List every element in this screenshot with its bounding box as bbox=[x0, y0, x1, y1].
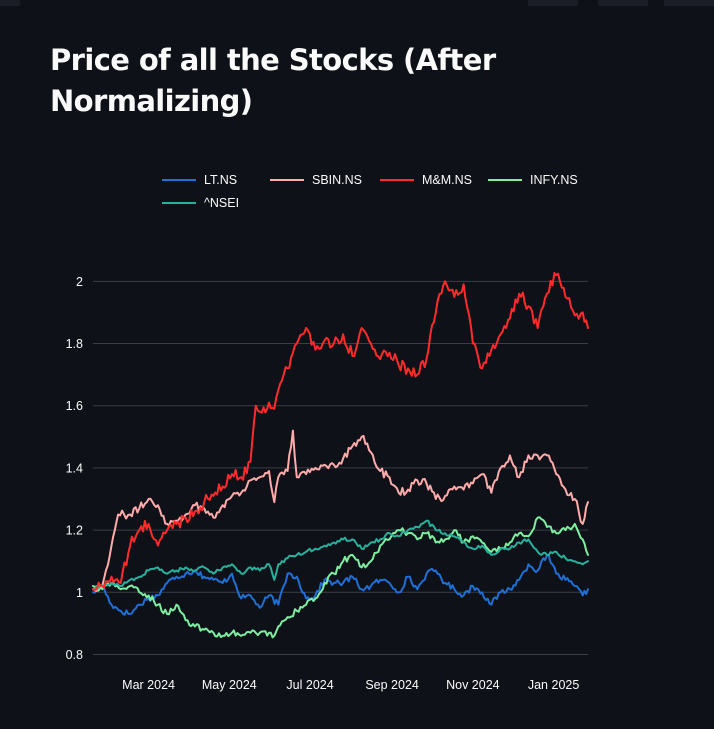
y-axis: 0.8 1 1.2 1.4 1.6 1.8 2 bbox=[66, 275, 83, 662]
legend-swatch-infy-ns bbox=[488, 179, 522, 181]
y-tick-label: 2 bbox=[76, 275, 83, 289]
legend-item-lt-ns[interactable]: LT.NS bbox=[162, 170, 237, 190]
x-tick-label: Sep 2024 bbox=[365, 678, 419, 692]
legend-swatch-sbin-ns bbox=[270, 179, 304, 181]
y-tick-label: 0.8 bbox=[66, 648, 83, 662]
legend-item-infy-ns[interactable]: INFY.NS bbox=[488, 170, 578, 190]
top-toolbar-strip bbox=[0, 0, 714, 6]
y-tick-label: 1.2 bbox=[66, 524, 83, 538]
series-line-infy-ns[interactable] bbox=[92, 516, 589, 639]
y-tick-label: 1 bbox=[76, 586, 83, 600]
toolbar-segment bbox=[664, 0, 714, 6]
toolbar-segment bbox=[0, 0, 20, 6]
legend-label-sbin-ns: SBIN.NS bbox=[312, 173, 363, 187]
x-tick-label: Nov 2024 bbox=[446, 678, 500, 692]
legend-item-sbin-ns[interactable]: SBIN.NS bbox=[270, 170, 362, 190]
legend-swatch-lt-ns bbox=[162, 179, 196, 181]
legend-swatch-nsei bbox=[162, 202, 196, 204]
legend-item-mm-ns[interactable]: M&M.NS bbox=[380, 170, 472, 190]
y-tick-label: 1.6 bbox=[66, 399, 83, 413]
y-tick-label: 1.8 bbox=[66, 337, 83, 351]
x-axis: Mar 2024 May 2024 Jul 2024 Sep 2024 Nov 2024… bbox=[122, 678, 579, 692]
legend-label-infy-ns: INFY.NS bbox=[530, 173, 578, 187]
legend-label-mm-ns: M&M.NS bbox=[422, 173, 472, 187]
legend-label-lt-ns: LT.NS bbox=[204, 173, 238, 187]
x-tick-label: Jul 2024 bbox=[286, 678, 333, 692]
page-title: Price of all the Stocks (After Normalizi… bbox=[50, 43, 496, 118]
series-line-lt-ns[interactable] bbox=[92, 553, 589, 616]
legend-item-nsei[interactable]: ^NSEI bbox=[162, 193, 239, 213]
series-line-nsei[interactable] bbox=[92, 519, 589, 591]
x-tick-label: May 2024 bbox=[202, 678, 257, 692]
legend-label-nsei: ^NSEI bbox=[204, 196, 240, 210]
legend-swatch-mm-ns bbox=[380, 179, 414, 181]
x-tick-label: Mar 2024 bbox=[122, 678, 175, 692]
toolbar-segment bbox=[528, 0, 578, 6]
series-lines bbox=[92, 272, 589, 639]
y-tick-label: 1.4 bbox=[66, 461, 83, 475]
series-line-sbin-ns[interactable] bbox=[92, 429, 589, 593]
x-tick-label: Jan 2025 bbox=[528, 678, 579, 692]
series-line-m-m-ns[interactable] bbox=[92, 272, 589, 591]
toolbar-segment bbox=[598, 0, 648, 6]
gridlines bbox=[93, 280, 588, 655]
